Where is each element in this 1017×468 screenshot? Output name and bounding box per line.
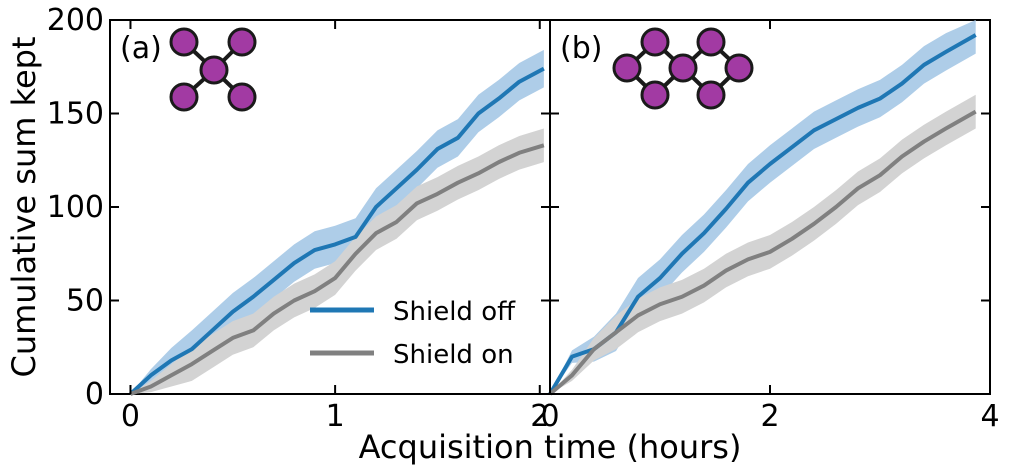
line-a-shield-on (129, 143, 545, 396)
panel-a-frame (109, 19, 551, 395)
inset-b-node (696, 27, 726, 57)
band-b-shield-on (550, 94, 976, 395)
line-b-shield-off (548, 33, 977, 396)
x-tick-label-a: 2 (530, 399, 549, 434)
inset-b-node (668, 53, 698, 83)
y-tick-label: 0 (85, 377, 104, 412)
x-tick-label-b: 0 (540, 399, 559, 434)
inset-b-node (696, 80, 726, 110)
inset-b-node (640, 27, 670, 57)
inset-b-ring-graph-icon (612, 27, 754, 110)
panel-b-label: (b) (560, 31, 602, 66)
x-tick-label-b: 4 (980, 399, 999, 434)
y-tick-label: 150 (47, 97, 104, 132)
panel-a-plot (129, 49, 545, 396)
legend-label-shield-off: Shield off (393, 297, 516, 327)
line-a-shield-off (129, 66, 545, 396)
y-tick-label: 100 (47, 190, 104, 225)
inset-a-node (227, 27, 257, 57)
inset-b-node (724, 53, 754, 83)
inset-a-node (199, 55, 229, 85)
inset-a-star-graph-icon (169, 27, 257, 112)
panel-b-plot (548, 20, 977, 396)
inset-b-node (612, 53, 642, 83)
panel-a-label: (a) (120, 31, 162, 66)
x-tick-label-a: 0 (121, 399, 140, 434)
y-tick-label: 50 (66, 284, 104, 319)
x-tick-label-a: 1 (326, 399, 345, 434)
band-a-shield-off (130, 49, 544, 395)
x-tick-label-b: 2 (760, 399, 779, 434)
legend: Shield off Shield on (310, 297, 516, 370)
inset-a-node (169, 27, 199, 57)
legend-label-shield-on: Shield on (393, 340, 514, 370)
y-axis-title: Cumulative sum kept (5, 36, 43, 377)
inset-a-node (227, 82, 257, 112)
x-axis-title: Acquisition time (hours) (359, 428, 742, 466)
inset-b-node (640, 80, 670, 110)
line-b-shield-on (548, 109, 977, 396)
band-a-shield-on (130, 128, 544, 394)
band-b-shield-off (550, 20, 976, 394)
y-tick-label: 200 (47, 3, 104, 38)
inset-a-node (169, 82, 199, 112)
